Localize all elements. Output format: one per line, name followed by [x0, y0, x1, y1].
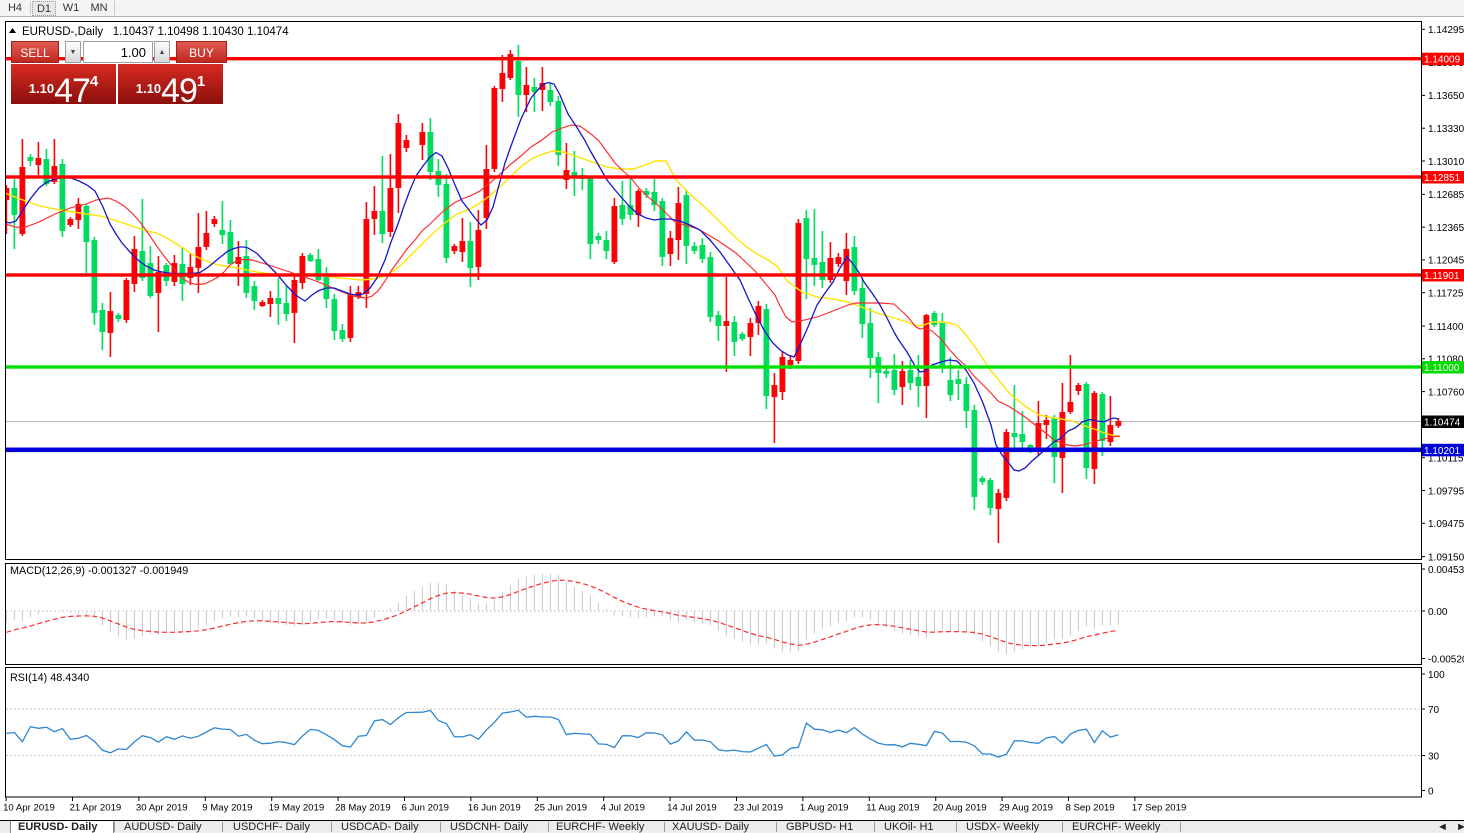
- svg-text:10 Apr 2019: 10 Apr 2019: [3, 803, 55, 814]
- svg-text:9 May 2019: 9 May 2019: [202, 803, 252, 814]
- svg-text:30 Apr 2019: 30 Apr 2019: [136, 803, 188, 814]
- svg-text:1.13010: 1.13010: [1428, 157, 1464, 168]
- svg-text:17 Sep 2019: 17 Sep 2019: [1132, 803, 1186, 814]
- svg-text:11 Aug 2019: 11 Aug 2019: [866, 803, 919, 814]
- svg-text:23 Jul 2019: 23 Jul 2019: [734, 803, 784, 814]
- svg-text:19 May 2019: 19 May 2019: [269, 803, 324, 814]
- svg-text:0: 0: [1428, 786, 1434, 797]
- svg-text:4 Jul 2019: 4 Jul 2019: [601, 803, 645, 814]
- svg-text:1.12365: 1.12365: [1428, 223, 1464, 234]
- svg-text:1.12851: 1.12851: [1424, 173, 1461, 184]
- svg-text:MACD(12,26,9) -0.001327 -0.001: MACD(12,26,9) -0.001327 -0.001949: [10, 565, 188, 577]
- svg-text:25 Jun 2019: 25 Jun 2019: [534, 803, 587, 814]
- svg-text:1.11725: 1.11725: [1428, 289, 1464, 300]
- svg-text:1.12685: 1.12685: [1428, 190, 1464, 201]
- svg-text:29 Aug 2019: 29 Aug 2019: [999, 803, 1053, 814]
- svg-text:1.14009: 1.14009: [1424, 55, 1461, 66]
- svg-text:1.10760: 1.10760: [1428, 387, 1464, 398]
- svg-text:28 May 2019: 28 May 2019: [335, 803, 390, 814]
- svg-text:100: 100: [1428, 670, 1445, 681]
- svg-text:1.14295: 1.14295: [1428, 25, 1464, 36]
- svg-text:0.004536: 0.004536: [1428, 565, 1464, 576]
- svg-text:1.13650: 1.13650: [1428, 91, 1464, 102]
- svg-text:1.11400: 1.11400: [1428, 322, 1464, 333]
- svg-text:1.13330: 1.13330: [1428, 124, 1464, 135]
- svg-text:14 Jul 2019: 14 Jul 2019: [667, 803, 717, 814]
- svg-text:21 Apr 2019: 21 Apr 2019: [70, 803, 122, 814]
- svg-text:1.11080: 1.11080: [1428, 355, 1464, 366]
- svg-text:6 Jun 2019: 6 Jun 2019: [402, 803, 449, 814]
- svg-text:1.11000: 1.11000: [1424, 363, 1460, 374]
- svg-text:1.10474: 1.10474: [1424, 418, 1461, 429]
- svg-text:8 Sep 2019: 8 Sep 2019: [1066, 803, 1115, 814]
- svg-text:1.10201: 1.10201: [1424, 446, 1461, 457]
- svg-text:70: 70: [1428, 705, 1440, 716]
- svg-text:1 Aug 2019: 1 Aug 2019: [800, 803, 849, 814]
- svg-text:1.09475: 1.09475: [1428, 519, 1464, 530]
- svg-text:20 Aug 2019: 20 Aug 2019: [933, 803, 987, 814]
- svg-text:1.11901: 1.11901: [1424, 271, 1460, 282]
- svg-text:0.00: 0.00: [1428, 607, 1448, 618]
- svg-text:1.10115: 1.10115: [1428, 454, 1464, 465]
- svg-text:16 Jun 2019: 16 Jun 2019: [468, 803, 521, 814]
- svg-text:1.09795: 1.09795: [1428, 486, 1464, 497]
- svg-text:1.09150: 1.09150: [1428, 552, 1464, 563]
- svg-text:1.12045: 1.12045: [1428, 256, 1464, 267]
- svg-text:30: 30: [1428, 751, 1440, 762]
- svg-text:EURUSD-,Daily 1.10437 1.1049: EURUSD-,Daily 1.10437 1.10498 1.10430 1.…: [22, 26, 289, 38]
- svg-text:RSI(14) 48.4340: RSI(14) 48.4340: [10, 672, 89, 684]
- svg-text:-0.005205: -0.005205: [1428, 654, 1464, 665]
